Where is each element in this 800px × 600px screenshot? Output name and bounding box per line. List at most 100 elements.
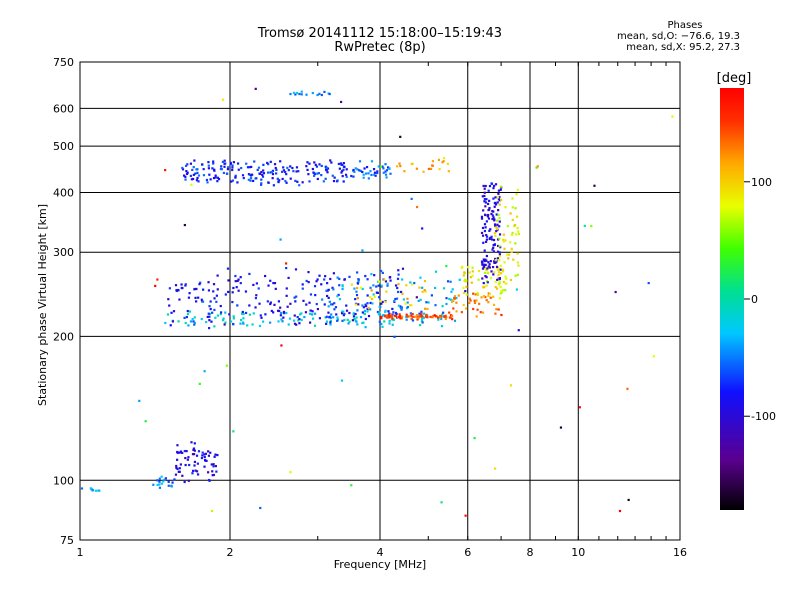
data-point <box>326 171 329 174</box>
data-point <box>474 293 477 296</box>
data-point <box>299 313 302 316</box>
data-point <box>294 300 297 303</box>
data-point <box>281 177 284 181</box>
data-point <box>497 213 500 216</box>
data-point <box>399 135 402 138</box>
data-point <box>241 321 245 324</box>
data-point <box>194 296 197 299</box>
data-point <box>332 316 335 319</box>
data-point <box>446 162 449 165</box>
data-point <box>338 167 341 170</box>
data-point <box>199 281 202 284</box>
data-point <box>341 175 344 178</box>
data-point <box>369 301 372 305</box>
data-point <box>205 178 209 182</box>
data-point <box>399 317 402 320</box>
data-point <box>397 273 400 276</box>
data-point <box>214 174 217 177</box>
data-point <box>350 484 353 487</box>
data-point <box>193 321 197 325</box>
data-point <box>192 453 196 456</box>
data-point <box>509 241 512 244</box>
data-point <box>449 298 452 301</box>
data-point <box>422 316 425 320</box>
data-point <box>207 478 211 482</box>
data-point <box>407 315 410 318</box>
data-point <box>477 269 481 273</box>
data-point <box>499 264 502 267</box>
data-point <box>398 315 401 319</box>
data-point <box>341 287 344 291</box>
data-point <box>488 199 491 202</box>
data-point <box>329 316 332 319</box>
data-point <box>184 164 188 167</box>
data-point <box>260 183 263 186</box>
data-point <box>323 90 326 94</box>
data-point <box>234 274 237 278</box>
data-point <box>348 320 351 323</box>
data-point <box>422 312 426 315</box>
data-point <box>252 312 255 315</box>
data-point <box>308 180 311 183</box>
data-point <box>309 309 312 312</box>
data-point <box>372 284 375 287</box>
data-point <box>494 196 497 199</box>
data-point <box>423 279 427 283</box>
data-point <box>438 168 441 171</box>
data-point <box>289 471 292 474</box>
data-point <box>471 270 474 273</box>
data-point <box>398 162 401 165</box>
data-point <box>418 315 421 318</box>
data-point <box>331 286 334 289</box>
data-point <box>501 268 504 271</box>
data-point <box>400 315 404 318</box>
data-point <box>343 312 346 316</box>
data-point <box>461 265 464 269</box>
data-point <box>241 310 244 314</box>
data-point <box>279 314 282 317</box>
data-point <box>258 324 262 328</box>
data-point <box>480 215 484 218</box>
data-point <box>475 315 478 318</box>
data-point <box>345 168 348 171</box>
data-point <box>482 209 485 212</box>
data-point <box>652 355 655 358</box>
data-point <box>162 480 165 483</box>
data-point <box>313 285 317 288</box>
data-point <box>489 276 493 280</box>
data-point <box>462 291 466 295</box>
data-point <box>287 276 290 280</box>
data-point <box>391 307 394 311</box>
data-point <box>481 226 485 230</box>
data-point <box>486 267 489 270</box>
data-point <box>380 284 383 287</box>
data-point <box>318 274 321 277</box>
data-point <box>229 161 232 165</box>
data-point <box>338 284 341 287</box>
data-point <box>469 276 472 279</box>
data-point <box>490 235 493 238</box>
data-point <box>194 469 197 472</box>
data-point <box>325 322 328 325</box>
data-point <box>494 280 497 284</box>
data-point <box>166 313 170 316</box>
data-point <box>194 172 197 175</box>
data-point <box>301 181 304 184</box>
data-point <box>207 312 210 315</box>
data-point <box>357 280 360 283</box>
data-point <box>498 259 501 262</box>
data-point <box>278 179 281 182</box>
data-point <box>327 288 330 291</box>
data-point <box>495 230 498 233</box>
data-point <box>197 174 201 177</box>
data-point <box>237 168 240 171</box>
data-point <box>192 448 195 451</box>
data-point <box>429 315 432 318</box>
data-point <box>189 162 193 165</box>
data-point <box>231 168 234 172</box>
data-point <box>292 170 295 173</box>
data-point <box>504 289 507 292</box>
data-point <box>494 183 498 186</box>
data-point <box>212 177 216 180</box>
data-point <box>329 277 332 281</box>
